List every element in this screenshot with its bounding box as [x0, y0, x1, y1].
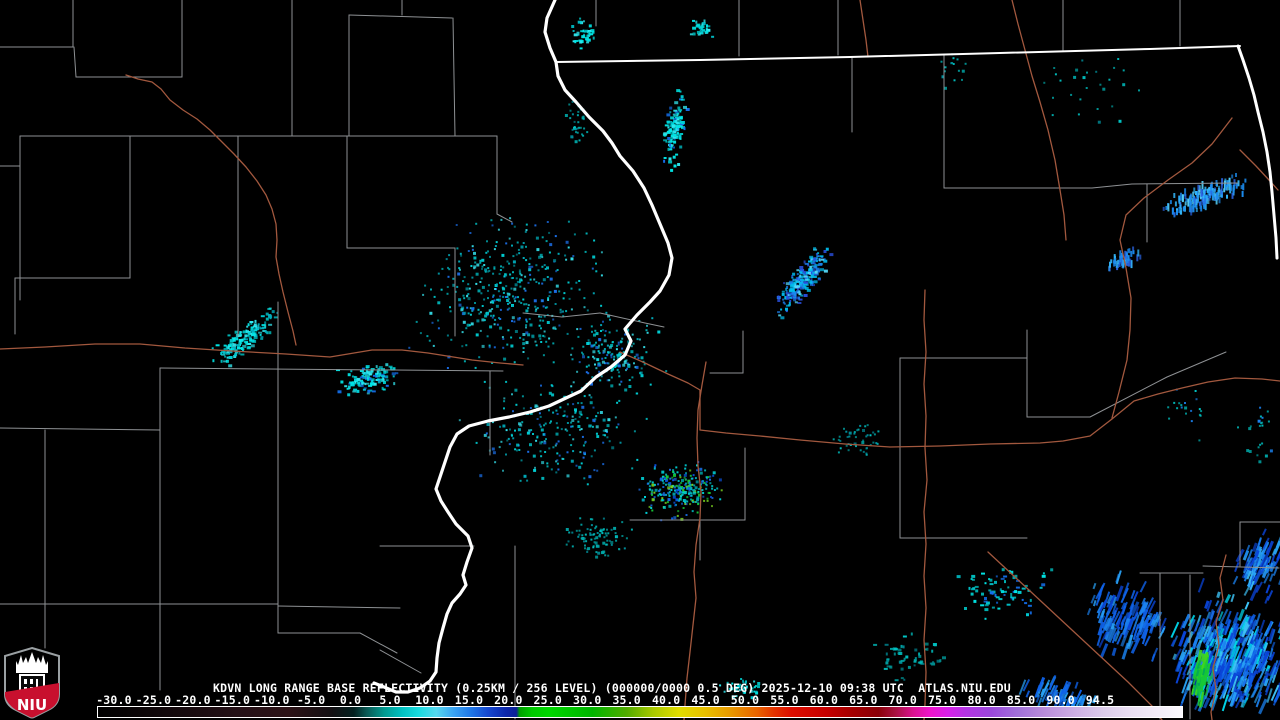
echo-cluster-top-right-dots	[940, 53, 967, 90]
colorbar-tick-label: 65.0	[849, 693, 878, 707]
colorbar-tick-label: 0.0	[339, 693, 362, 707]
echo-cluster-ne-dots	[1043, 58, 1140, 124]
colorbar-tick-label: -10.0	[253, 693, 290, 707]
echo-cluster-storm-fringe2	[1018, 675, 1098, 714]
echo-cluster-storm-green	[1191, 649, 1215, 708]
echo-cluster-storm-fringe	[1086, 570, 1167, 662]
echo-cluster-top-2	[689, 19, 715, 38]
colorbar-tick-label: 45.0	[691, 693, 720, 707]
echo-cluster-band-west	[211, 307, 279, 368]
colorbar-tick-label: -15.0	[214, 693, 251, 707]
echo-cluster-south-green	[638, 461, 723, 522]
colorbar-tick-label: 55.0	[770, 693, 799, 707]
colorbar-tick-label: -20.0	[175, 693, 211, 707]
colorbar-tick-label: 70.0	[888, 693, 918, 707]
colorbar-tick-label: 90.0	[1046, 693, 1075, 707]
colorbar-tick-label: 10.0	[415, 693, 444, 707]
colorbar-tick-label: -25.0	[135, 693, 172, 707]
colorbar-tick-label: -5.0	[296, 693, 326, 707]
colorbar-tick-label: 15.0	[454, 693, 484, 707]
state-border-lines	[372, 0, 1279, 694]
echo-cluster-clutter-s	[458, 383, 648, 486]
logo-red-band	[5, 683, 59, 718]
echo-cluster-clutter-nw	[408, 217, 608, 389]
echo-cluster-se-scatter2	[873, 632, 946, 682]
colorbar-tick-label: 60.0	[809, 693, 839, 707]
echo-cluster-band-ne	[776, 247, 834, 320]
colorbar-tick-label: 5.0	[379, 693, 401, 707]
echo-layer	[211, 17, 1280, 715]
colorbar-tick-label: 75.0	[927, 693, 957, 707]
colorbar-tick-label: 20.0	[494, 693, 523, 707]
colorbar-tick-label: 94.5	[1085, 693, 1115, 707]
echo-cluster-band-n	[662, 89, 690, 172]
echo-cluster-top-1	[571, 17, 595, 50]
echo-cluster-mid-right-specks	[1167, 388, 1203, 442]
colorbar-tick-label: 80.0	[967, 693, 996, 707]
colorbar-tick-label: -30.0	[96, 693, 132, 707]
niu-logo: NIU	[4, 646, 60, 719]
echo-cluster-south-2	[565, 517, 633, 559]
colorbar-tick-label: 30.0	[573, 693, 602, 707]
logo-text: NIU	[17, 696, 47, 714]
castle-crown-icon	[16, 652, 48, 673]
reflectivity-colorbar	[97, 706, 1183, 718]
colorbar-tick-label: 35.0	[612, 693, 641, 707]
colorbar-tick-label: 25.0	[533, 693, 563, 707]
colorbar-tick-label: 40.0	[651, 693, 681, 707]
colorbar-tick-label: 85.0	[1006, 693, 1036, 707]
echo-cluster-se-scatter	[956, 568, 1054, 620]
echo-cluster-east-mid	[832, 424, 880, 456]
echo-cluster-band-ne-region	[1162, 173, 1247, 218]
echo-cluster-top-3	[564, 100, 589, 144]
radar-caption: KDVN LONG RANGE BASE REFLECTIVITY (0.25K…	[213, 681, 1011, 695]
echo-cluster-ne-small	[1108, 246, 1142, 272]
echo-cluster-bottom-c	[719, 678, 761, 700]
echo-cluster-clutter-core	[562, 314, 668, 395]
echo-cluster-right-edge	[1237, 406, 1273, 464]
colorbar-tick-labels: -30.0 -25.0 -20.0 -15.0 -10.0 -5.0 0.0 5.0 10.0 1…	[0, 694, 1280, 706]
echo-cluster-blob-west2	[336, 363, 399, 397]
colorbar-tick-label: 50.0	[730, 693, 760, 707]
echo-cluster-storm-top-ext	[1232, 528, 1280, 602]
